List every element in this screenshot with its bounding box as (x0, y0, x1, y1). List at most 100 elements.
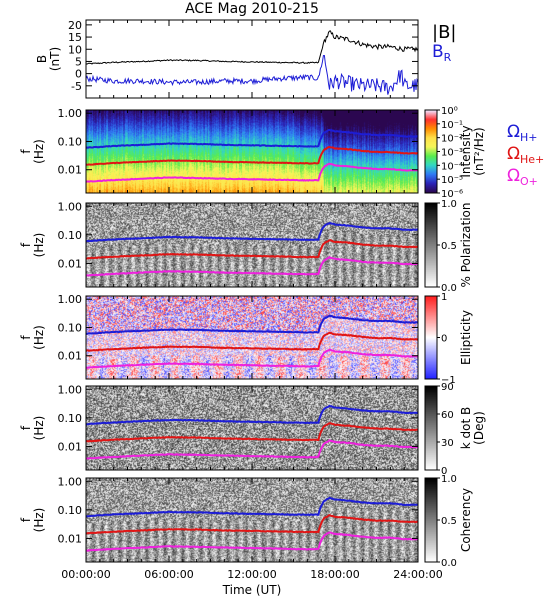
intensity-colorbar-tick-label: 10⁻⁴ (441, 161, 463, 172)
intensity-colorbar (425, 110, 437, 193)
y-tick-label: 0.01 (58, 257, 83, 270)
y-axis-label: f (19, 425, 33, 430)
polarization-gyro-line-heplus (85, 239, 419, 260)
intensity-colorbar-title: (nT²/Hz) (472, 127, 486, 175)
k-dot-b-colorbar-tick-label: 30 (441, 438, 454, 449)
ellipticity-colorbar-title: Ellipticity (459, 310, 473, 365)
k-dot-b-colorbar-tick-label: 90 (441, 382, 454, 393)
coherency-gyro-line-oplus (85, 531, 419, 552)
intensity-colorbar-title: Intensity (459, 125, 473, 177)
y-tick-label: 0.10 (58, 504, 83, 517)
k-dot-b-colorbar-title: k dot B (459, 407, 473, 449)
y-tick-label: 0.10 (58, 229, 83, 242)
legend-omega-oplus: ΩO+ (507, 166, 538, 188)
y-tick-label: 1.00 (58, 383, 83, 396)
y-tick-label: 5 (75, 55, 82, 68)
y-tick-label: 1.00 (58, 293, 83, 306)
coherency-gyro-line-heplus (85, 513, 419, 535)
intensity-gyro-line-heplus (85, 145, 419, 166)
coherency-colorbar (425, 478, 437, 562)
k-dot-b-colorbar-frame (424, 385, 438, 471)
intensity-colorbar-tick-label: 10⁻¹ (441, 120, 463, 131)
coherency-colorbar-title: Coherency (459, 488, 473, 552)
y-axis-label: f (19, 517, 33, 522)
legend-omega-hplus: ΩH+ (507, 122, 538, 144)
panel-0-frame (85, 19, 419, 99)
legend-omega-sub: He+ (520, 153, 544, 166)
y-tick-label: 0.01 (58, 532, 83, 545)
legend-b-r: BR (432, 42, 452, 64)
k-dot-b-colorbar-tick-label: 0 (441, 466, 447, 477)
series-line-b-total (85, 30, 419, 65)
legend-omega-sub: O+ (520, 175, 538, 188)
x-tick-label: 00:00:00 (61, 568, 110, 581)
x-tick-label: 06:00:00 (144, 568, 193, 581)
polarization-colorbar-tick-label: 1.0 (441, 199, 457, 210)
coherency-colorbar-tick-label: 0.5 (441, 516, 457, 527)
frame-layer (85, 19, 440, 563)
intensity-colorbar-tick-label: 10⁻² (441, 134, 463, 145)
k-dot-b-colorbar-title: (Deg) (472, 411, 486, 445)
y-axis-label: f (19, 242, 33, 247)
y-axis-unit: (nT) (48, 47, 62, 71)
y-axis-unit: (Hz) (32, 508, 46, 533)
k-dot-b-colorbar-tick-label: 60 (441, 410, 454, 421)
y-tick-label: -5 (71, 80, 82, 93)
y-axis-unit: (Hz) (32, 139, 46, 164)
legend-omega-sub: H+ (520, 131, 538, 144)
intensity-colorbar-tick-label: 10⁻³ (441, 148, 463, 159)
x-tick-label: 24:00:00 (393, 568, 442, 581)
y-tick-label: 0.01 (58, 350, 83, 363)
y-axis-label: f (19, 149, 33, 154)
series-line-b-r (85, 54, 419, 95)
y-tick-label: 10 (68, 43, 82, 56)
y-tick-label: 1.00 (58, 107, 83, 120)
polarization-colorbar-tick-label: 0.5 (441, 241, 457, 252)
polarization-colorbar (425, 203, 437, 287)
intensity-gyro-line-hplus (85, 128, 419, 149)
y-axis-unit: (Hz) (32, 416, 46, 441)
y-tick-label: 0 (75, 68, 82, 81)
intensity-colorbar-tick-label: 10⁻⁵ (441, 175, 463, 186)
legend-b-total: |B| (432, 22, 456, 43)
ellipticity-gyro-line-oplus (85, 348, 419, 369)
polarization-gyro-line-hplus (85, 222, 419, 243)
intensity-gyro-line-oplus (85, 162, 419, 183)
intensity-colorbar-tick-label: 10⁰ (441, 106, 458, 117)
y-tick-label: 0.10 (58, 321, 83, 334)
spectrogram-images (86, 110, 437, 562)
y-tick-label: 0.01 (58, 440, 83, 453)
legend-b-r-sub: R (444, 51, 452, 64)
figure-title: ACE Mag 2010-215 (185, 1, 319, 17)
ellipticity-colorbar-tick-label: 0 (441, 334, 447, 345)
y-axis-unit: (Hz) (32, 325, 46, 350)
y-axis-label: B (35, 55, 49, 63)
ellipticity-gyro-line-hplus (85, 314, 419, 335)
coherency-gyro-line-hplus (85, 496, 419, 518)
k-dot-b-gyro-line-oplus (86, 439, 419, 460)
ellipticity-colorbar (425, 296, 437, 379)
y-tick-label: 0.10 (58, 412, 83, 425)
line-layer (85, 30, 419, 552)
y-tick-label: 0.01 (58, 164, 83, 177)
y-axis-label: f (19, 335, 33, 340)
k-dot-b-gyro-line-heplus (85, 422, 419, 443)
polarization-colorbar-tick-label: 0.0 (441, 283, 457, 294)
coherency-colorbar-tick-label: 0.0 (441, 558, 457, 569)
y-tick-label: 1.00 (58, 200, 83, 213)
polarization-colorbar-title: % Polarization (459, 203, 473, 288)
k-dot-b-gyro-line-hplus (86, 404, 419, 426)
intensity-colorbar-tick-label: 10⁻⁶ (441, 189, 463, 200)
x-axis-label: Time (UT) (222, 583, 282, 597)
ellipticity-colorbar-tick-label: −1 (441, 375, 456, 386)
y-tick-label: 20 (68, 19, 82, 32)
y-tick-label: 15 (68, 31, 82, 44)
k-dot-b-colorbar (425, 386, 437, 470)
legend-omega-heplus: ΩHe+ (507, 144, 544, 166)
x-tick-label: 18:00:00 (310, 568, 359, 581)
coherency-colorbar-tick-label: 1.0 (441, 474, 457, 485)
polarization-gyro-line-oplus (85, 255, 418, 277)
y-tick-label: 0.10 (58, 135, 83, 148)
